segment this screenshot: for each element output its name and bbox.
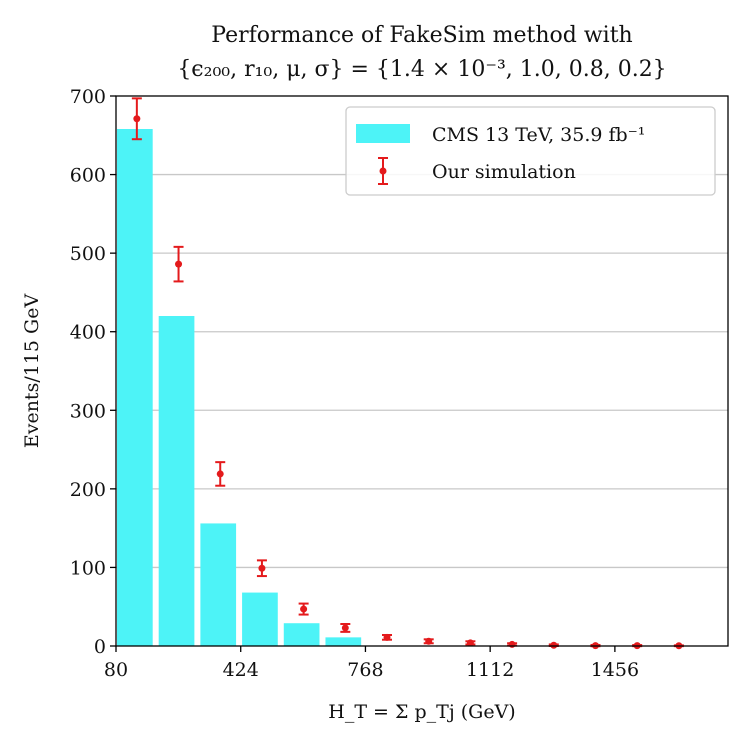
chart-title-line2: {ϵ₂₀₀, r₁₀, μ, σ} = {1.4 × 10⁻³, 1.0, 0.…: [177, 57, 666, 82]
bar-series: [117, 129, 362, 646]
data-point: [425, 637, 433, 645]
legend-label-simulation: Our simulation: [432, 161, 576, 183]
y-tick-label: 0: [94, 636, 106, 658]
data-point: [175, 260, 183, 268]
y-tick-label: 600: [70, 165, 106, 187]
x-tick-label: 1456: [591, 659, 639, 681]
legend-swatch-cms: [356, 124, 410, 143]
legend-box: [345, 106, 716, 196]
data-point: [216, 470, 224, 478]
bar: [325, 637, 362, 646]
chart-title-line1: Performance of FakeSim method with: [211, 23, 632, 48]
data-point: [550, 641, 558, 649]
x-tick-label: 424: [223, 659, 259, 681]
legend-label-cms: CMS 13 TeV, 35.9 fb⁻¹: [432, 124, 645, 146]
x-tick-label: 768: [347, 659, 383, 681]
grid-lines: [116, 173, 728, 569]
legend: CMS 13 TeV, 35.9 fb⁻¹ Our simulation: [345, 106, 716, 196]
plot-frame: [115, 95, 729, 647]
y-axis-ticks: 0 100 200 300 400 500 600 700: [70, 86, 116, 658]
data-point: [258, 564, 266, 572]
data-point: [508, 640, 516, 648]
data-point: [383, 633, 391, 641]
x-axis-label: H_T = Σ p_Tj (GeV): [328, 701, 515, 723]
data-point: [133, 115, 141, 123]
x-tick-label: 80: [104, 659, 128, 681]
y-axis-label: Events/115 GeV: [21, 294, 43, 449]
y-tick-label: 100: [70, 557, 106, 579]
bar: [200, 523, 237, 646]
legend-point: [379, 167, 387, 175]
x-tick-label: 1112: [466, 659, 514, 681]
bar: [117, 129, 153, 646]
data-point: [466, 639, 474, 647]
y-tick-label: 700: [70, 86, 106, 108]
bar: [158, 316, 195, 646]
y-tick-label: 500: [70, 243, 106, 265]
data-point: [341, 624, 349, 632]
y-tick-label: 300: [70, 400, 106, 422]
x-axis-ticks: 80 424 768 1112 1456: [104, 646, 639, 681]
y-tick-label: 400: [70, 322, 106, 344]
data-point: [300, 605, 308, 613]
bar: [242, 592, 278, 646]
y-tick-label: 200: [70, 479, 106, 501]
legend-swatch-simulation: [378, 157, 388, 185]
bar: [283, 623, 320, 646]
